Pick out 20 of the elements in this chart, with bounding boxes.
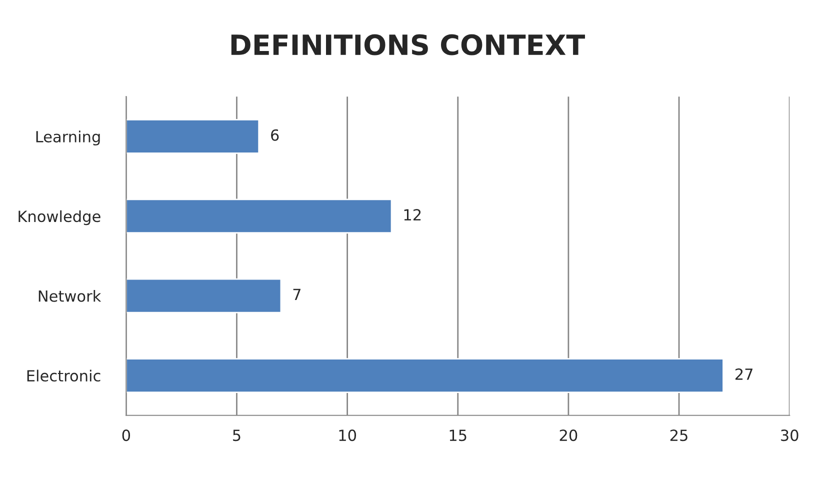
bar: [126, 278, 282, 314]
y-tick-label: Network: [38, 290, 102, 302]
y-tick-label: Electronic: [27, 370, 100, 382]
bar: [126, 119, 260, 154]
y-tick-label: Knowledge: [18, 210, 100, 226]
bar: [126, 358, 724, 393]
x-tick-label: 25: [670, 430, 688, 442]
data-label: 7: [293, 288, 300, 300]
x-tick-label: 20: [560, 430, 578, 442]
x-tick-label: 5: [233, 430, 240, 442]
data-label: 6: [271, 129, 279, 141]
x-tick-label: 30: [781, 430, 798, 442]
data-label: 27: [735, 368, 752, 380]
x-tick-label: 0: [122, 430, 130, 442]
bar: [126, 198, 392, 234]
y-tick-label: Learning: [36, 130, 100, 146]
data-label: 12: [404, 209, 421, 220]
x-tick-label: 10: [339, 430, 356, 442]
chart-title: DEFINITIONS CONTEXT: [231, 34, 585, 56]
x-tick-label: 15: [450, 430, 466, 442]
